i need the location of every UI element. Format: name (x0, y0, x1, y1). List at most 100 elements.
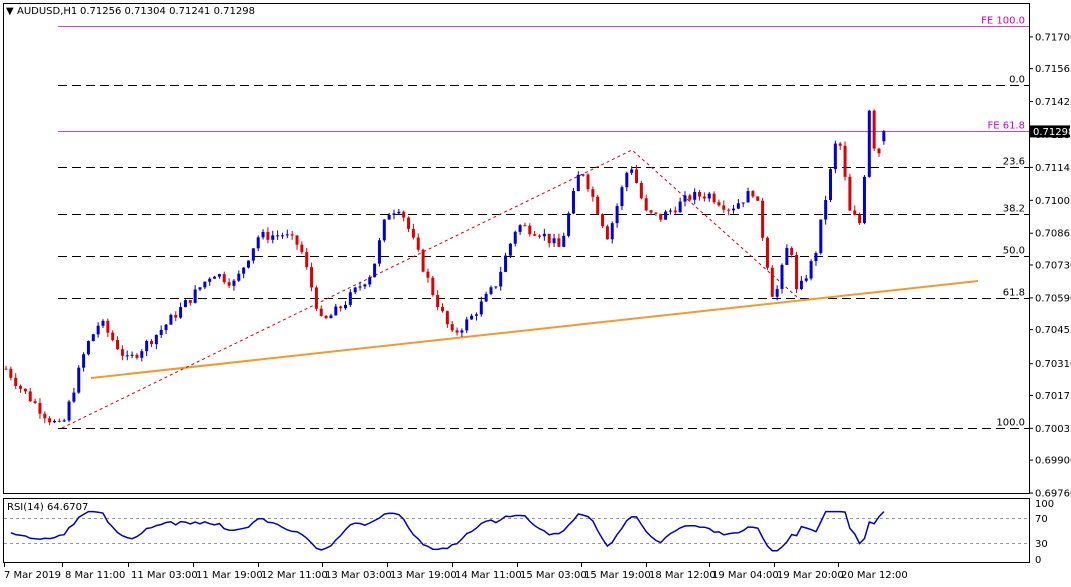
candle-body (562, 235, 566, 247)
candle-body (319, 308, 323, 316)
candle (271, 230, 275, 244)
candle-body (295, 235, 299, 245)
candle (877, 148, 881, 157)
candle-body (193, 289, 197, 303)
candle (183, 299, 187, 308)
price-label: 0.71145 (1035, 163, 1071, 174)
candle-body (208, 278, 212, 282)
candle (644, 194, 648, 212)
candle (120, 345, 124, 361)
candle-body (489, 287, 493, 294)
candle (538, 234, 541, 239)
candle-body (373, 263, 377, 278)
fibonacci-swing-line[interactable] (61, 149, 798, 429)
candle-body (630, 169, 634, 173)
candle (804, 274, 808, 283)
candle (533, 230, 537, 237)
candle (664, 209, 668, 220)
time-label: 15 Mar 03:00 (520, 570, 587, 581)
candle (571, 187, 575, 215)
candle (707, 191, 711, 202)
candle-body (247, 260, 250, 268)
candle (48, 416, 52, 426)
collapse-arrow-icon[interactable]: ▼ (6, 6, 14, 17)
main-chart-frame (3, 3, 1030, 494)
candle (601, 213, 605, 228)
candle (150, 339, 153, 348)
candle-body (635, 169, 638, 183)
candle-body (858, 214, 862, 223)
candle-body (829, 169, 832, 201)
candle-body (557, 238, 561, 247)
candle (339, 305, 343, 312)
price-axis[interactable]: 0.717000.715650.714250.712850.711450.710… (1029, 32, 1071, 500)
candle-body (848, 176, 852, 211)
candle-body (421, 249, 425, 272)
candle (77, 365, 81, 394)
candle-body (91, 334, 95, 342)
candle (402, 210, 406, 222)
support-trendline[interactable] (90, 280, 979, 379)
fe-level-label: FE 100.0 (981, 16, 1025, 27)
candle-body (251, 248, 255, 261)
candle-body (290, 234, 294, 236)
time-label: 14 Mar 11:00 (455, 570, 522, 581)
candle (576, 171, 580, 192)
candle (654, 212, 658, 216)
candle (116, 336, 120, 350)
candle-body (479, 301, 483, 315)
candle (145, 339, 149, 357)
candle-body (523, 225, 527, 227)
candle-body (188, 300, 192, 303)
candle (334, 303, 338, 316)
candle (824, 195, 828, 225)
candle (853, 205, 857, 216)
candle (140, 349, 144, 362)
candle-body (761, 200, 765, 238)
candle-body (426, 271, 430, 278)
candle-body (688, 195, 692, 200)
fib-level-label: 23.6 (1003, 157, 1025, 168)
candle (649, 209, 653, 215)
candle-body (707, 193, 711, 199)
candle (111, 330, 115, 342)
candle (251, 248, 255, 264)
candle-body (135, 354, 139, 358)
candle (712, 191, 716, 205)
price-label: 0.71565 (1035, 64, 1071, 75)
candle-body (693, 191, 697, 200)
candle (101, 319, 105, 328)
time-label: 19 Mar 04:00 (712, 570, 779, 581)
drawn-objects (61, 149, 979, 429)
candle (169, 313, 173, 325)
price-label: 0.71425 (1035, 97, 1071, 108)
candle (135, 353, 139, 360)
rsi-level-label: 30 (1035, 539, 1048, 550)
candle-body (183, 300, 187, 308)
candle-body (445, 311, 449, 325)
candle (416, 233, 420, 252)
candle-body (358, 286, 362, 288)
candle (814, 251, 818, 266)
candle (368, 275, 372, 288)
candle (668, 208, 672, 215)
candle-body (174, 314, 178, 318)
candle (639, 180, 643, 200)
candle-body (436, 294, 440, 308)
candle-body (872, 110, 876, 149)
candle-body (125, 355, 129, 357)
candle-body (538, 235, 541, 237)
candle-body (363, 284, 367, 287)
candle-body (261, 231, 265, 238)
time-label: 18 Mar 12:00 (649, 570, 716, 581)
candle-body (843, 145, 847, 177)
candle-body (833, 143, 837, 170)
candle-body (334, 306, 338, 316)
candle-body (217, 274, 221, 277)
candle (683, 191, 687, 207)
candle (479, 296, 483, 317)
